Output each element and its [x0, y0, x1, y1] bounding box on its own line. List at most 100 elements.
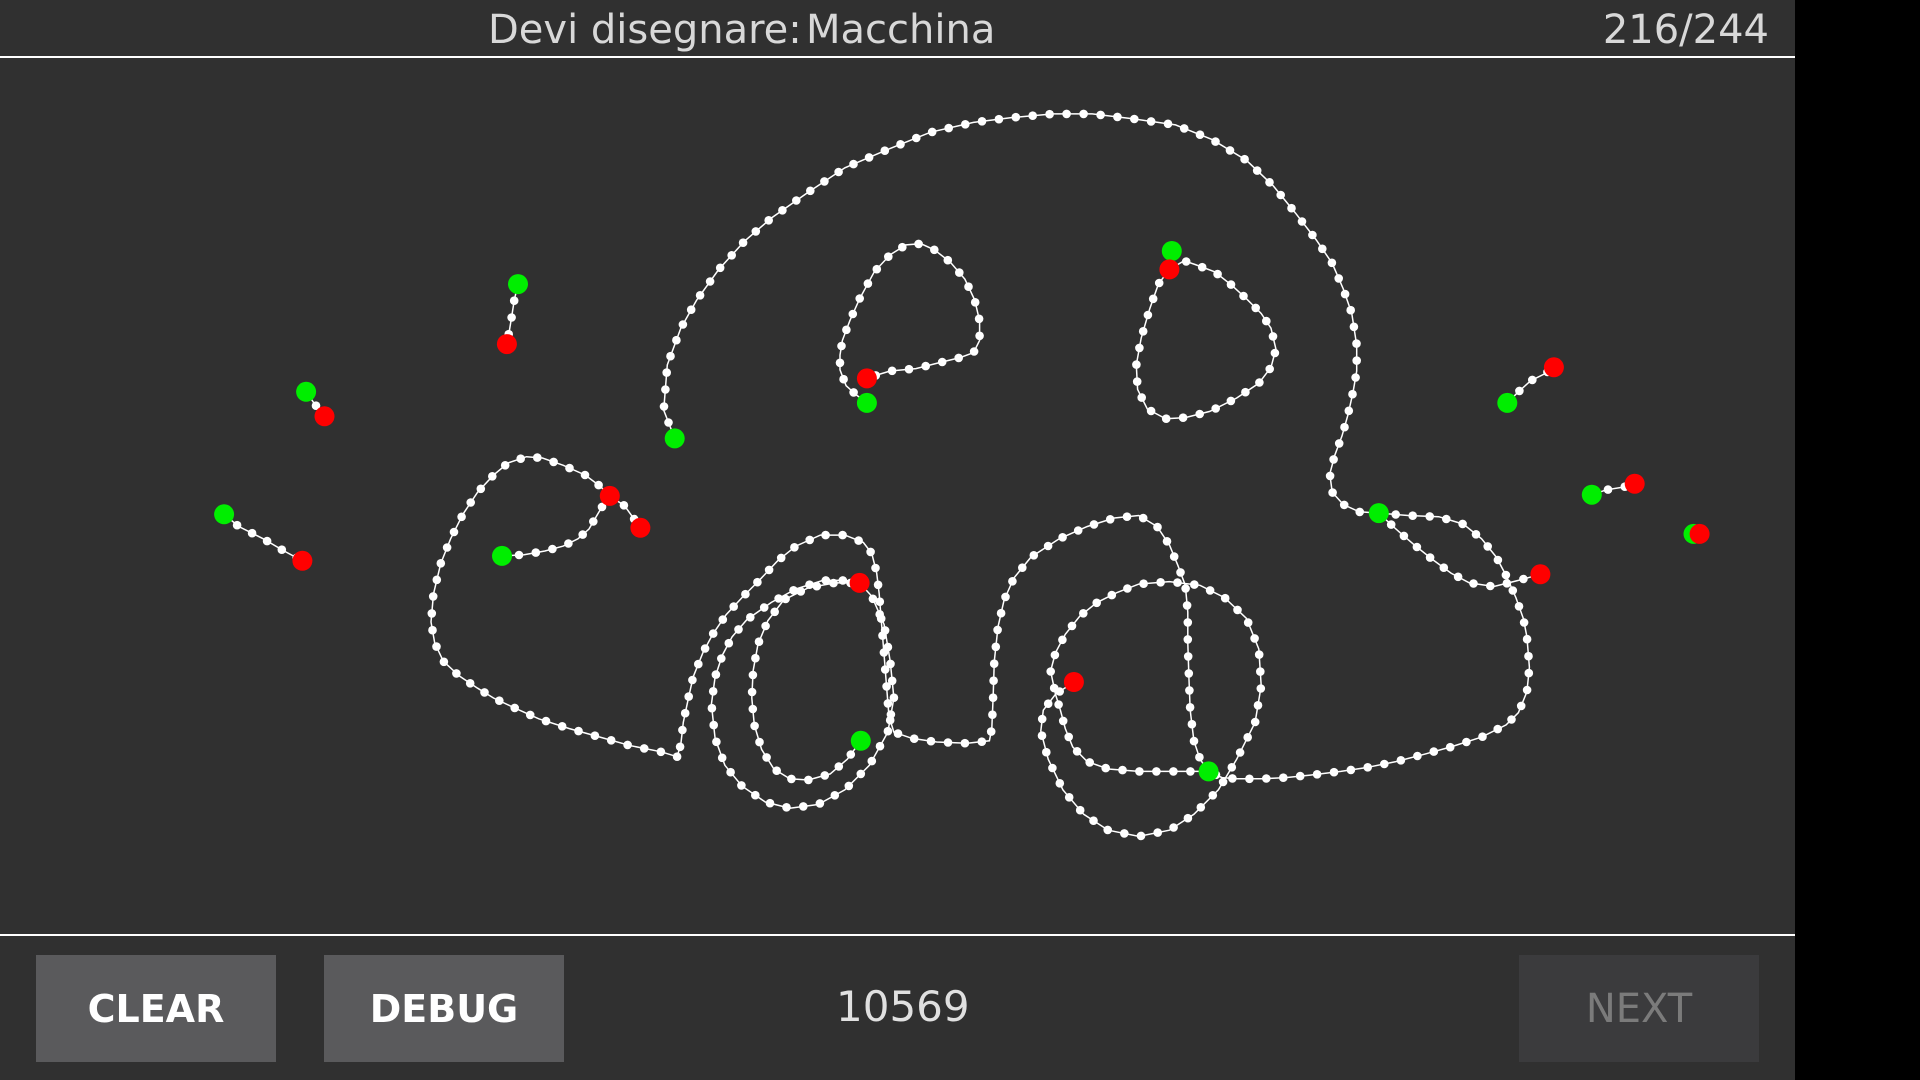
stroke-point [1169, 767, 1178, 776]
stroke-start-point [492, 545, 512, 566]
stroke-point [1334, 439, 1344, 448]
bottom-toolbar: CLEAR DEBUG 10569 NEXT [0, 936, 1795, 1080]
stroke-point [1037, 731, 1047, 740]
stroke-point [427, 609, 437, 618]
stroke-point [1270, 348, 1280, 358]
stroke-point [1184, 669, 1194, 678]
stroke-point [1153, 522, 1162, 532]
stroke-point [688, 675, 697, 685]
stroke-point [1132, 377, 1142, 386]
stroke-point [1279, 773, 1288, 782]
stroke-point [1265, 364, 1274, 374]
drawing-canvas[interactable] [0, 58, 1795, 934]
stroke-point [937, 357, 947, 367]
stroke-point [1380, 759, 1389, 769]
header-divider [0, 56, 1795, 58]
progress-counter: 216/244 [1602, 7, 1769, 53]
stroke-point [1008, 577, 1017, 586]
stroke-point [737, 781, 746, 790]
stroke-point [1156, 578, 1165, 587]
stroke-point [1118, 765, 1127, 775]
stroke-point [1103, 825, 1112, 835]
stroke-point [541, 716, 551, 726]
stroke-point [700, 644, 710, 653]
stroke-point [1132, 360, 1141, 369]
stroke-point [799, 802, 808, 811]
stroke-point [1399, 531, 1409, 541]
stroke-point [708, 629, 718, 638]
stroke-point [1079, 109, 1088, 119]
stroke-point [686, 305, 696, 315]
stroke-point [882, 682, 891, 691]
stroke-point [1228, 774, 1237, 783]
stroke-point [1045, 109, 1054, 119]
stroke-point [820, 771, 830, 780]
stroke-point [805, 535, 814, 545]
stroke-point [755, 737, 764, 747]
stroke-point [1179, 124, 1189, 133]
stroke-point [432, 642, 441, 651]
stroke-point [1462, 737, 1471, 747]
stroke-path [751, 582, 862, 781]
stroke-point [466, 498, 476, 507]
next-button[interactable]: NEXT [1519, 955, 1759, 1062]
stroke-point [1195, 130, 1205, 139]
stroke-point [1469, 579, 1478, 588]
stroke-point [748, 670, 758, 680]
stroke-point [1139, 579, 1148, 588]
stroke-point [812, 581, 822, 591]
stroke-point [1062, 109, 1071, 119]
stroke-point [1442, 514, 1451, 524]
stroke-start-point [508, 274, 528, 295]
stroke-point [232, 520, 242, 530]
stroke-point [854, 536, 863, 545]
stroke-start-point [1161, 241, 1182, 261]
clear-button[interactable]: CLEAR [36, 955, 276, 1062]
stroke-point [842, 325, 851, 335]
stroke-start-point [1581, 484, 1602, 505]
stroke-point [764, 565, 774, 575]
prompt-label: Devi disegnare: [488, 7, 802, 53]
stroke-point [509, 296, 519, 306]
stroke-point [1250, 634, 1259, 643]
stroke-point [578, 530, 587, 539]
stroke-point [1137, 393, 1146, 402]
stroke-path [676, 514, 1210, 772]
stroke-point [656, 747, 666, 757]
stroke-point [875, 610, 884, 619]
debug-button[interactable]: DEBUG [324, 955, 564, 1062]
stroke-point [927, 127, 937, 137]
stroke-point [1195, 409, 1204, 419]
stroke-point [662, 368, 671, 377]
stroke-end-point [1543, 357, 1564, 378]
stroke-point [1120, 829, 1129, 838]
stroke-point [988, 693, 998, 702]
stroke-point [428, 592, 438, 601]
stroke-point [1073, 526, 1083, 535]
stroke-point [1220, 593, 1230, 603]
stroke-point [695, 291, 705, 300]
stroke-point [964, 282, 973, 292]
stroke-start-point [296, 381, 317, 402]
stroke-point [904, 364, 914, 374]
stroke-start-point [214, 504, 235, 525]
stroke-point [835, 358, 845, 368]
stroke-point [1352, 356, 1361, 365]
stroke-point [944, 123, 953, 133]
stroke-point [1239, 291, 1248, 301]
stroke-point [1233, 605, 1242, 615]
stroke-point [516, 454, 525, 464]
stroke-point [993, 625, 1002, 635]
stroke-point [1241, 387, 1250, 397]
stroke-point [480, 688, 489, 697]
stroke-point [510, 703, 519, 713]
stroke-start-point [856, 392, 877, 413]
stroke-end-point [1624, 473, 1645, 494]
stroke-point [1225, 146, 1235, 155]
stroke-end-point [292, 550, 313, 571]
stroke-point [1458, 519, 1467, 529]
stroke-point [1042, 747, 1051, 757]
stroke-point [1516, 701, 1526, 711]
stroke-end-point [1530, 564, 1551, 585]
stroke-point [565, 463, 574, 473]
